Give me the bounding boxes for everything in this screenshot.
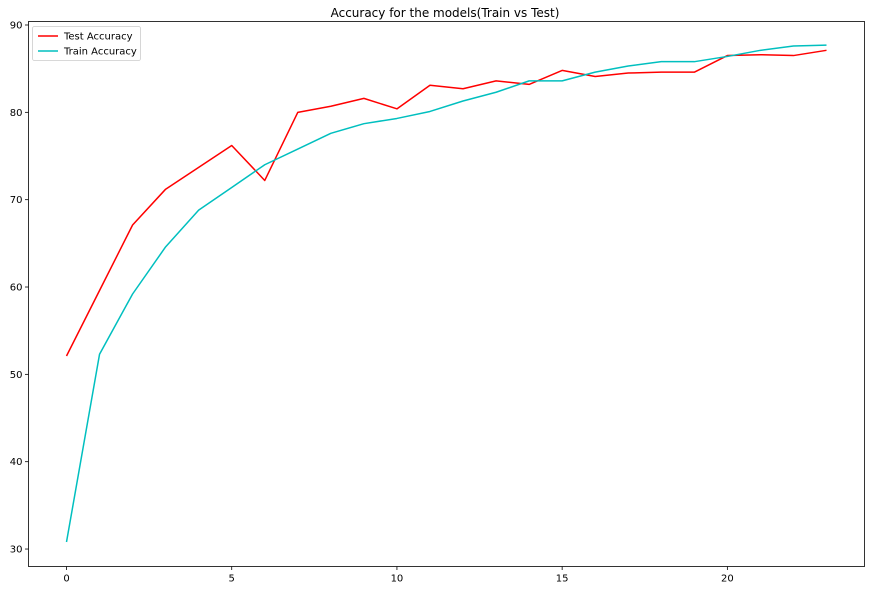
y-tick-label: 80 [10, 108, 23, 119]
series-group [65, 44, 827, 543]
x-axis: 0 5 10 15 20 [63, 566, 734, 585]
legend-box [32, 26, 141, 61]
y-tick-label: 50 [10, 370, 23, 381]
y-tick-label: 90 [10, 20, 23, 31]
x-tick-label: 0 [63, 574, 69, 585]
x-tick-label: 10 [391, 574, 404, 585]
legend: Test Accuracy Train Accuracy [32, 26, 141, 61]
series-test-accuracy-line [65, 49, 827, 357]
x-tick-label: 20 [721, 574, 734, 585]
x-tick-label: 15 [556, 574, 569, 585]
y-tick-label: 60 [10, 283, 23, 294]
y-tick-label: 70 [10, 195, 23, 206]
legend-train-accuracy-label: Train Accuracy [63, 47, 137, 58]
series-train-accuracy-line [65, 44, 827, 543]
plot-area [28, 21, 865, 567]
x-tick-label: 5 [229, 574, 235, 585]
y-tick-label: 40 [10, 457, 23, 468]
legend-test-accuracy-label: Test Accuracy [63, 32, 133, 43]
chart-title: Accuracy for the models(Train vs Test) [331, 6, 560, 20]
y-tick-label: 30 [10, 545, 23, 556]
y-axis: 30 40 50 60 70 80 90 [10, 20, 29, 556]
